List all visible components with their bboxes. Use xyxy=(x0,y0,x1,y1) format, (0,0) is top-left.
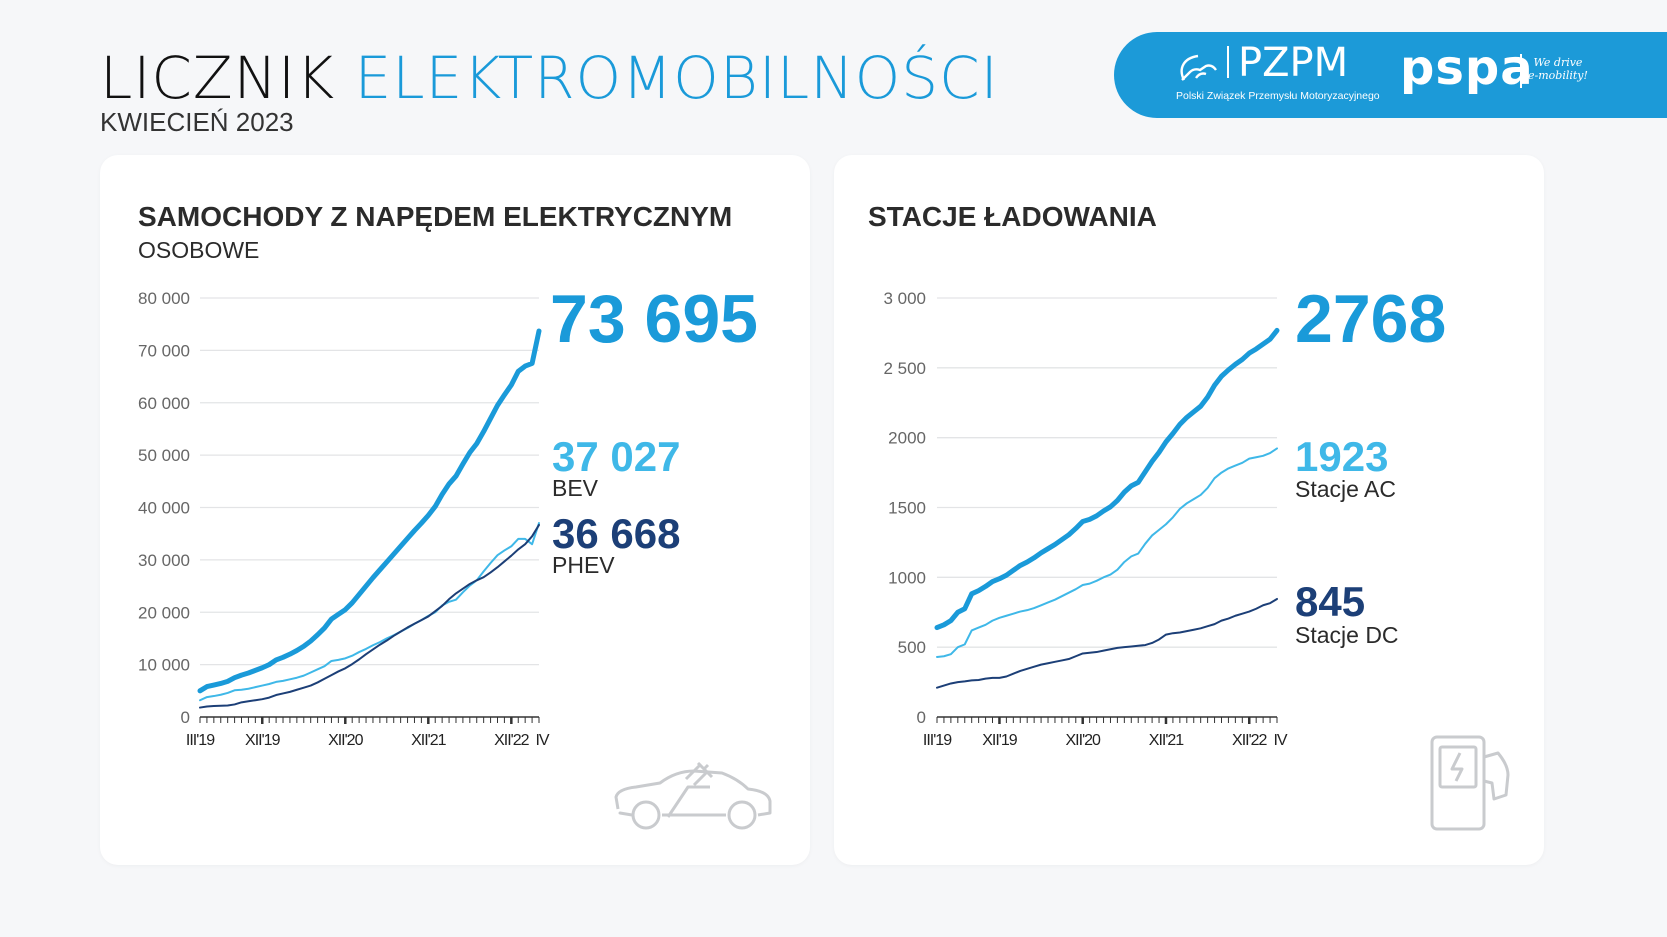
y-tick-label: 10 000 xyxy=(138,656,190,675)
title-part2: ELEKTROMOBILNOŚCI xyxy=(354,44,999,112)
y-tick-label: 2000 xyxy=(888,429,926,448)
x-tick-label: III'19 xyxy=(186,732,215,749)
x-tick-label: IV xyxy=(1273,732,1287,749)
x-tick-label: XII'20 xyxy=(1066,732,1102,749)
pzpm-full-name: Polski Związek Przemysłu Motoryzacyjnego xyxy=(1176,90,1380,102)
y-tick-label: 20 000 xyxy=(138,603,190,622)
series-line-stacje-ac xyxy=(936,447,1278,658)
y-tick-label: 1000 xyxy=(888,568,926,587)
series-line-stacje-dc xyxy=(936,597,1278,689)
card-title: SAMOCHODY Z NAPĘDEM ELEKTRYCZNYM xyxy=(138,201,733,232)
y-tick-label: 0 xyxy=(917,708,926,727)
pspa-tagline-2: e-mobility! xyxy=(1528,69,1588,82)
electric-car-icon xyxy=(614,761,772,830)
pspa-logo: pspa xyxy=(1400,40,1534,96)
y-tick-label: 30 000 xyxy=(138,551,190,570)
dc-value: 845 xyxy=(1295,578,1366,625)
y-tick-label: 1500 xyxy=(888,499,926,518)
y-tick-label: 70 000 xyxy=(138,341,190,360)
series-line-bev xyxy=(199,522,540,702)
y-tick-label: 50 000 xyxy=(138,446,190,465)
page-subtitle: KWIECIEŃ 2023 xyxy=(100,107,294,137)
y-tick-label: 80 000 xyxy=(138,289,190,308)
dc-label: Stacje DC xyxy=(1295,622,1399,648)
ac-label: Stacje AC xyxy=(1295,476,1396,502)
x-tick-label: XII'22 xyxy=(1232,732,1268,749)
series-line-total xyxy=(934,327,1280,631)
y-tick-label: 2 500 xyxy=(883,359,926,378)
total-value: 73 695 xyxy=(550,281,758,357)
x-tick-label: XII'19 xyxy=(982,732,1018,749)
ac-value: 1923 xyxy=(1295,433,1389,480)
total-value: 2768 xyxy=(1295,281,1447,357)
card-subtitle: OSOBOWE xyxy=(138,237,260,263)
phev-label: PHEV xyxy=(552,552,615,578)
y-tick-label: 40 000 xyxy=(138,499,190,518)
y-tick-label: 500 xyxy=(898,638,926,657)
charging-station-icon xyxy=(1430,735,1510,831)
card-electric-cars: SAMOCHODY Z NAPĘDEM ELEKTRYCZNYM OSOBOWE… xyxy=(100,155,810,865)
card-title: STACJE ŁADOWANIA xyxy=(868,201,1157,232)
bev-value: 37 027 xyxy=(552,433,681,480)
series-line-total xyxy=(197,328,542,694)
card-charging-stations: STACJE ŁADOWANIA 2768 1923 Stacje AC 845… xyxy=(834,155,1544,865)
series-line-phev xyxy=(199,523,540,709)
pspa-tagline-1: We drive xyxy=(1533,56,1583,69)
x-tick-label: IV xyxy=(535,732,549,749)
x-tick-label: XII'22 xyxy=(494,732,530,749)
title-part1: LICZNIK xyxy=(100,44,336,112)
y-tick-label: 3 000 xyxy=(883,289,926,308)
y-tick-label: 60 000 xyxy=(138,394,190,413)
x-tick-label: XII'21 xyxy=(411,732,447,749)
page-title: LICZNIK ELEKTROMOBILNOŚCI xyxy=(100,44,999,112)
x-tick-label: XII'19 xyxy=(245,732,281,749)
bev-label: BEV xyxy=(552,475,599,501)
pzpm-logo-icon xyxy=(1180,54,1217,81)
phev-value: 36 668 xyxy=(552,510,681,557)
x-tick-label: XII'21 xyxy=(1149,732,1185,749)
x-tick-label: XII'20 xyxy=(328,732,364,749)
partner-logos-banner: PZPM Polski Związek Przemysłu Motoryzacy… xyxy=(1114,32,1667,118)
y-tick-label: 0 xyxy=(181,708,190,727)
pzpm-logo: PZPM xyxy=(1238,40,1349,86)
x-tick-label: III'19 xyxy=(923,732,952,749)
